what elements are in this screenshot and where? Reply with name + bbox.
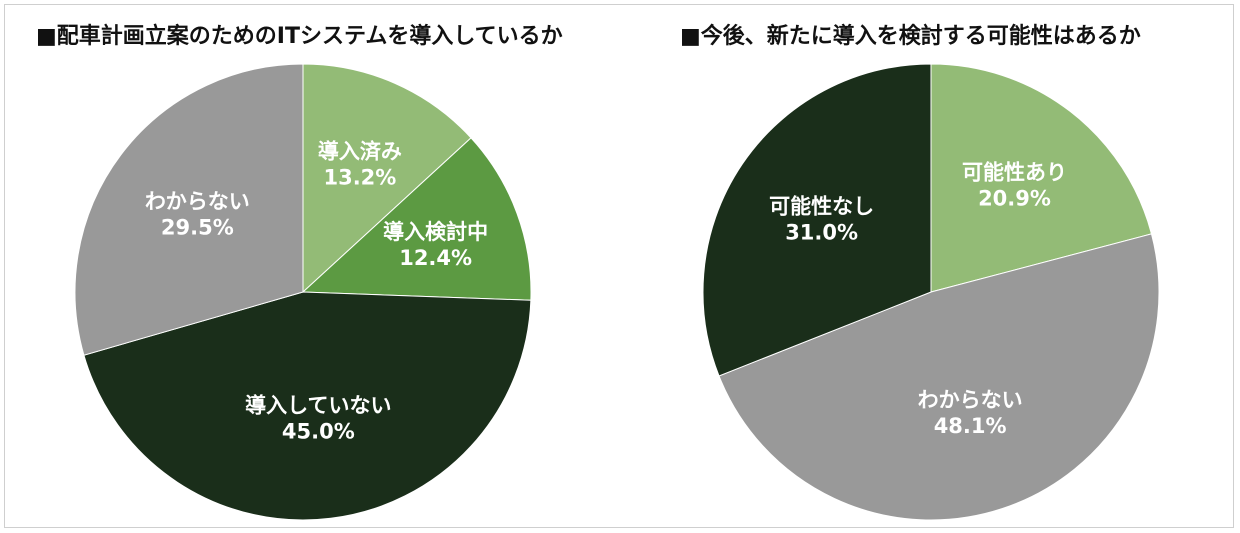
slice-value-label: 48.1%: [934, 414, 1007, 438]
slice-value-label: 12.4%: [399, 246, 472, 270]
slice-label: 導入済み: [318, 140, 402, 164]
slice-value-label: 31.0%: [785, 221, 858, 245]
pie-slice: [702, 63, 932, 377]
pie-slice: [83, 291, 532, 521]
slice-label: 導入していない: [245, 393, 391, 417]
slice-label: 可能性なし: [769, 195, 874, 219]
slice-label: わからない: [918, 388, 1023, 412]
slice-label: 可能性あり: [962, 161, 1067, 185]
pie-slice: [301, 137, 532, 301]
slice-label: 導入検討中: [383, 220, 488, 244]
pie-slice: [718, 233, 1160, 521]
slice-value-label: 20.9%: [978, 187, 1051, 211]
chart-frame: [4, 4, 1234, 528]
slice-value-label: 13.2%: [323, 166, 396, 190]
slice-label: わからない: [145, 190, 250, 214]
chart-title: ■今後、新たに導入を検討する可能性はあるか: [680, 24, 1141, 49]
pie-slice: [74, 63, 304, 356]
slice-value-label: 45.0%: [282, 419, 355, 443]
chart-title: ■配車計画立案のためのITシステムを導入しているか: [36, 24, 563, 49]
chart-panel-it-system-adoption: ■配車計画立案のためのITシステムを導入しているか 導入済み 13.2% 導入検討中…: [36, 24, 563, 521]
chart-panel-future-adoption: ■今後、新たに導入を検討する可能性はあるか 可能性あり 20.9% わからない 48.…: [620, 0, 1240, 533]
slice-value-label: 29.5%: [161, 216, 234, 240]
pie-slice: [930, 63, 1153, 293]
pie-slice: [302, 63, 472, 294]
